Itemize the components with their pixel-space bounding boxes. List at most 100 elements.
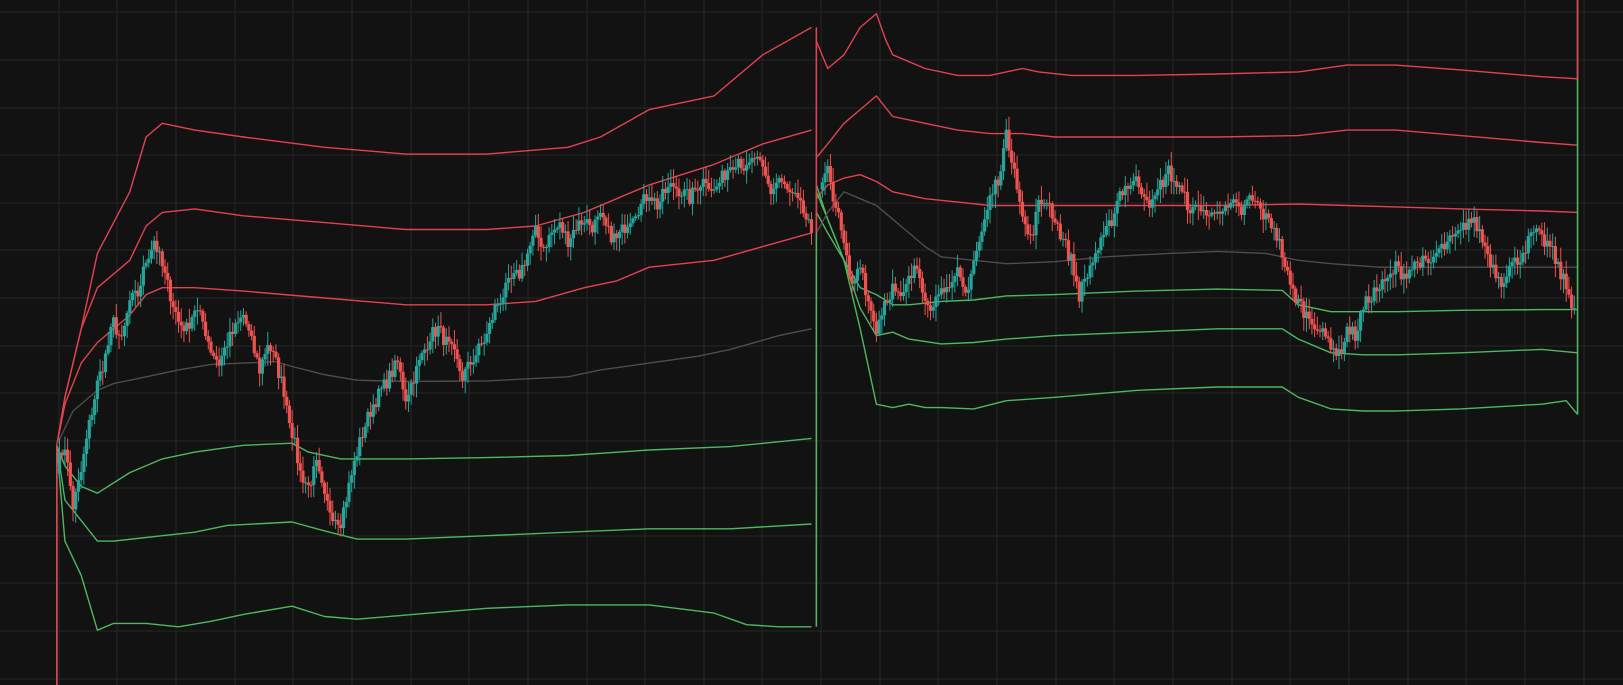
candle-down (198, 310, 202, 312)
candle-up (1102, 234, 1106, 238)
candle-up (363, 426, 367, 438)
candle-down (458, 359, 462, 372)
candle-up (1093, 253, 1098, 263)
candle-up (1545, 240, 1549, 247)
candle-down (298, 463, 302, 471)
candle-up (125, 312, 129, 326)
candle-up (726, 170, 730, 180)
candle-down (1475, 217, 1479, 232)
candle-up (1432, 256, 1436, 263)
candle-up (945, 287, 949, 293)
candle-up (1394, 261, 1398, 275)
candle-up (525, 253, 530, 266)
candle-up (777, 178, 781, 183)
candle-up (1337, 349, 1341, 356)
candle-up (612, 233, 616, 243)
candle-up (972, 260, 976, 274)
candle-down (1212, 212, 1217, 214)
candle-up (772, 188, 776, 195)
candle-down (412, 382, 416, 384)
candle-up (698, 187, 703, 191)
candle-up (1513, 257, 1517, 262)
candle-up (506, 277, 511, 283)
candle-up (980, 231, 984, 242)
candle-up (225, 346, 229, 348)
candle-up (1321, 328, 1325, 332)
candle-up (463, 368, 467, 381)
candle-down (909, 275, 914, 278)
candle-up (912, 265, 916, 278)
candle-up (228, 331, 232, 347)
candle-down (850, 275, 854, 284)
candle-down (1415, 261, 1420, 263)
candle-up (1369, 301, 1374, 303)
candle-down (203, 321, 208, 337)
candle-up (715, 186, 719, 190)
candle-down (566, 231, 570, 247)
candle-up (639, 203, 643, 216)
candle-up (1304, 311, 1309, 319)
candle-down (834, 201, 838, 208)
candle-down (295, 437, 300, 464)
candle-down (671, 183, 676, 187)
candle-down (1120, 191, 1125, 196)
candle-up (347, 482, 351, 502)
candle-up (406, 394, 411, 402)
candle-up (642, 194, 646, 204)
candle-down (588, 219, 592, 225)
candle-up (1413, 261, 1417, 270)
candle-up (901, 292, 906, 297)
candle-up (1440, 243, 1444, 249)
candle-down (709, 189, 714, 191)
candle-up (1045, 203, 1049, 205)
candle-down (1480, 229, 1484, 243)
candle-down (1018, 189, 1022, 202)
candle-up (666, 186, 670, 193)
candle-down (523, 264, 527, 266)
candle-down (171, 301, 175, 308)
candle-up (1112, 213, 1117, 226)
candle-down (1313, 324, 1317, 330)
candle-down (769, 183, 773, 195)
candle-down (542, 246, 546, 248)
candle-up (1221, 211, 1225, 214)
candle-up (744, 164, 749, 171)
candle-down (360, 437, 365, 439)
candle-up (417, 360, 421, 366)
candle-up (1096, 250, 1100, 254)
candle-down (1515, 257, 1520, 265)
upper-band-2-seg-1 (56, 129, 812, 446)
candle-up (423, 349, 427, 353)
candle-down (1391, 273, 1395, 275)
candle-down (306, 482, 310, 485)
candle-down (309, 484, 313, 486)
candle-down (704, 178, 708, 184)
candle-up (190, 317, 194, 329)
candle-down (539, 237, 543, 247)
candle-up (826, 165, 830, 174)
candle-down (663, 188, 668, 193)
candle-up (515, 269, 519, 273)
candle-down (1077, 281, 1081, 302)
candle-down (439, 325, 443, 328)
candle-up (1202, 210, 1206, 212)
candle-up (1456, 230, 1460, 234)
candle-down (166, 272, 170, 280)
candle-down (325, 493, 329, 501)
candle-up (571, 229, 576, 239)
candle-down (1012, 162, 1016, 169)
candle-down (674, 186, 678, 189)
candle-down (1315, 329, 1319, 331)
candle-down (390, 370, 394, 377)
candle-down (398, 362, 402, 372)
candle-down (301, 470, 305, 483)
candle-up (87, 419, 91, 439)
candle-down (1564, 273, 1568, 290)
candle-down (433, 327, 438, 337)
candle-down (1469, 218, 1474, 223)
candle-up (1331, 348, 1336, 350)
candle-up (1364, 296, 1368, 310)
candle-up (220, 355, 224, 366)
candle-up (193, 310, 197, 318)
candle-up (1491, 264, 1495, 268)
